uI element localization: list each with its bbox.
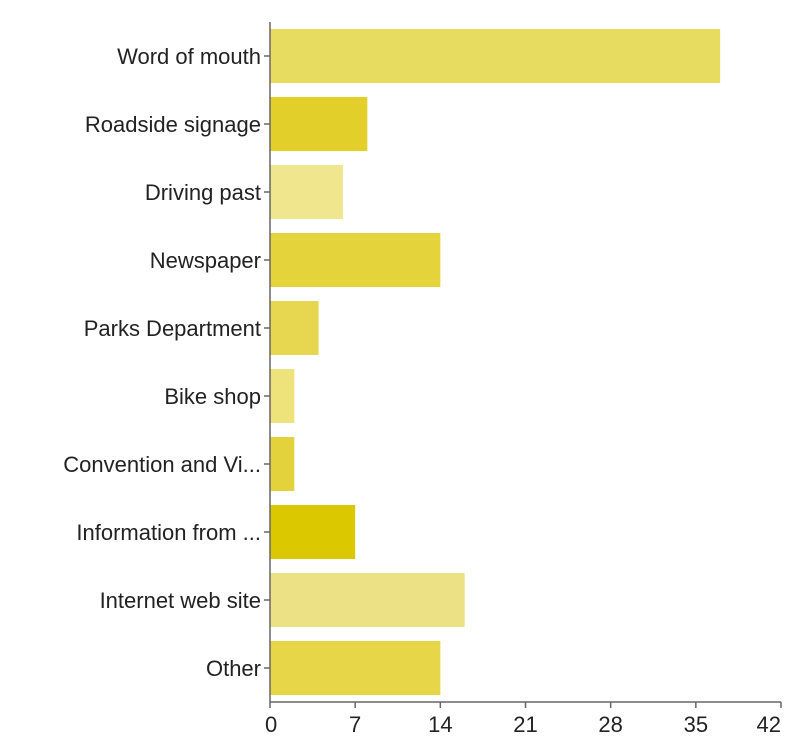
bar-9: [270, 641, 441, 695]
category-label: Information from ...: [76, 520, 261, 545]
category-labels: Word of mouth Roadside signage Driving pas…: [63, 44, 270, 681]
category-label: Driving past: [145, 180, 261, 205]
category-label: Internet web site: [100, 588, 261, 613]
bars-layer: [270, 29, 721, 695]
x-tick-label: 0: [265, 712, 277, 737]
bar-8: [270, 573, 465, 627]
bar-3: [270, 233, 441, 287]
bar-2: [270, 165, 343, 219]
category-label: Parks Department: [84, 316, 261, 341]
bar-5: [270, 369, 295, 423]
category-label: Bike shop: [164, 384, 261, 409]
category-label: Other: [206, 656, 261, 681]
x-tick-label: 7: [349, 712, 361, 737]
category-label: Convention and Vi...: [63, 452, 261, 477]
x-tick-label: 21: [513, 712, 537, 737]
category-label: Word of mouth: [117, 44, 261, 69]
bar-7: [270, 505, 356, 559]
x-tick-label: 14: [428, 712, 452, 737]
x-tick-label: 28: [598, 712, 622, 737]
category-label: Newspaper: [150, 248, 261, 273]
x-axis-ticks: 0 7 14 21 28 35 42: [265, 702, 782, 737]
category-label: Roadside signage: [85, 112, 261, 137]
x-tick-label: 35: [684, 712, 708, 737]
x-tick-label: 42: [757, 712, 781, 737]
bar-6: [270, 437, 295, 491]
bar-1: [270, 97, 368, 151]
bar-0: [270, 29, 721, 83]
bar-4: [270, 301, 319, 355]
